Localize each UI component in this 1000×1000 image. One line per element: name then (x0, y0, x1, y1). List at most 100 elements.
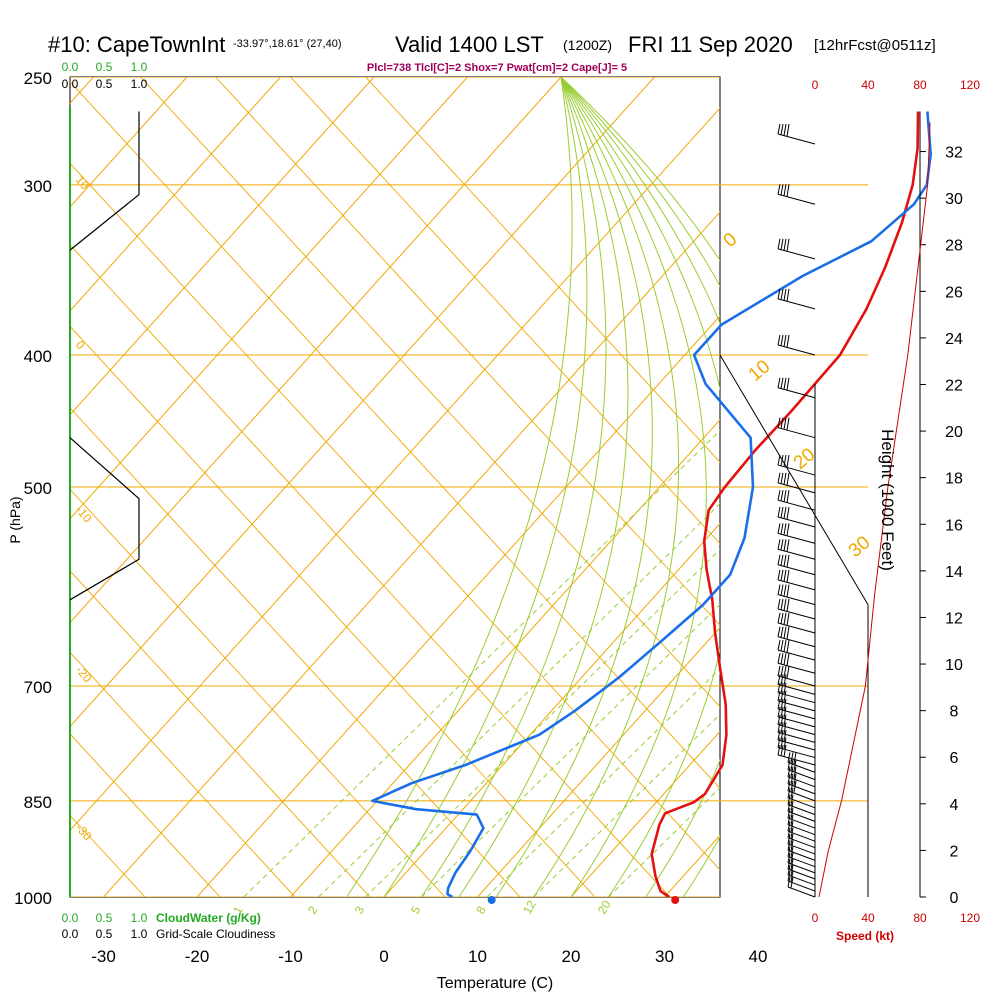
wind-barb-flag (780, 682, 784, 694)
height-tick-label: 0 (950, 890, 959, 907)
wind-barb-flag (783, 714, 787, 727)
wind-barb-flag (780, 288, 784, 300)
speed-tick-label-bottom: 40 (861, 911, 875, 925)
temperature-profile (650, 111, 920, 899)
isotherm-line (103, 211, 720, 897)
pressure-tick-label: 250 (24, 69, 52, 88)
station-coords: -33.97°,18.61° (27,40) (233, 38, 341, 50)
temperature-tick-label: 0 (379, 947, 388, 966)
cloudwater-tick-bottom: 0.0 (62, 911, 79, 925)
dry-adiabat-line (70, 407, 521, 897)
wind-barb (787, 761, 816, 773)
height-tick-label: 22 (945, 378, 963, 395)
wind-barb-flag (777, 612, 781, 624)
grid-layer (69, 77, 868, 897)
wind-barb-flag (783, 584, 787, 597)
station-title: #10: CapeTownInt (48, 32, 225, 57)
mixing-ratio-line (533, 713, 720, 897)
wind-barb-flag (787, 759, 791, 770)
wind-barb-flag (790, 759, 794, 771)
valid-time: Valid 1400 LST (395, 32, 544, 57)
mixing-ratio-label: 3 (352, 903, 368, 916)
wind-barb-flag (780, 377, 784, 389)
wind-barb (777, 700, 816, 712)
wind-barb-flag (783, 238, 787, 251)
height-profile-line (719, 354, 869, 605)
wind-barb (777, 193, 816, 205)
wind-barb-flag (777, 417, 781, 428)
wind-barb-flag (780, 598, 784, 610)
dry-adiabat-line (70, 244, 671, 897)
moist-adiabat-line (533, 77, 680, 897)
wind-barb (777, 464, 816, 476)
zulu-time: (1200Z) (563, 37, 612, 53)
wind-barb-flag (793, 752, 797, 765)
isotherm-label: -20 (73, 663, 95, 686)
wind-barb (787, 849, 816, 861)
right-panel (719, 111, 931, 898)
wind-barb (777, 133, 816, 145)
mixing-ratio-line (318, 503, 720, 897)
cloudwater-tick-bottom: 1.0 (131, 911, 148, 925)
temperature-tick-label: -10 (278, 947, 303, 966)
wind-barb-flag (777, 184, 781, 195)
wind-barb-flag (783, 653, 787, 665)
wind-barb-flag (786, 490, 790, 503)
wind-barb (787, 797, 816, 809)
wind-barb (777, 564, 816, 576)
dry-adiabat-line (70, 162, 720, 871)
wind-barb-flag (783, 729, 787, 742)
wind-barb-flag (787, 821, 791, 832)
plot-grid (70, 77, 720, 897)
height-axis-label: Height (1000 Feet) (878, 429, 897, 571)
wind-barb-flag (786, 288, 790, 302)
temperature-tick-label: 10 (468, 947, 487, 966)
wind-barb-flag (787, 814, 791, 825)
wind-barb-flag (787, 852, 791, 863)
isotherm-line (383, 522, 720, 897)
pressure-tick-label: 400 (24, 347, 52, 366)
dry-adiabat-line (70, 733, 221, 897)
valid-date: FRI 11 Sep 2020 (628, 32, 793, 57)
mixing-ratio-label: 2 (305, 903, 321, 916)
cloudiness-profile (69, 111, 140, 601)
wind-barb-flag (783, 523, 787, 536)
cloudiness-tick-bottom: 0.0 (62, 927, 79, 941)
temperature-tick-label: 30 (655, 947, 674, 966)
wind-barb (787, 783, 816, 795)
moist-adiabat-line (560, 77, 707, 897)
wind-barb-flag (780, 184, 784, 196)
wind-barb (777, 482, 816, 494)
speed-tick-label-top: 120 (960, 78, 980, 92)
height-tick-label: 4 (950, 797, 959, 814)
wind-barb-flag (780, 472, 784, 484)
wind-barb-flag (780, 123, 784, 135)
dry-adiabat-line (70, 81, 720, 789)
wind-barb-flag (780, 454, 784, 466)
wind-barb (777, 594, 816, 606)
wind-barb-flag (780, 714, 784, 726)
mixing-ratio-label: 12 (520, 898, 539, 917)
wind-barb-flag (780, 626, 784, 638)
cloudiness-tick-top: 1.0 (131, 77, 148, 91)
wind-barb-flag (783, 454, 787, 467)
height-tick-label: 6 (950, 750, 959, 767)
wind-barb (777, 427, 816, 439)
moist-adiabat-line (560, 77, 720, 897)
wind-barb-flag (780, 744, 784, 756)
wind-barb (787, 874, 816, 886)
pressure-tick-label: 850 (24, 793, 52, 812)
wind-barb-flag (786, 472, 790, 486)
wind-barb (777, 708, 816, 720)
wind-barb-flag (783, 123, 787, 136)
wind-barb (787, 790, 816, 802)
speed-tick-label-bottom: 80 (913, 911, 927, 925)
wind-barb (787, 817, 816, 829)
wind-barb-flag (777, 523, 781, 534)
wind-barb-flag (780, 238, 784, 250)
dry-adiabat-line (70, 570, 371, 897)
wind-barb-flag (786, 584, 790, 598)
wind-barb (777, 716, 816, 728)
wind-barb (787, 856, 816, 868)
